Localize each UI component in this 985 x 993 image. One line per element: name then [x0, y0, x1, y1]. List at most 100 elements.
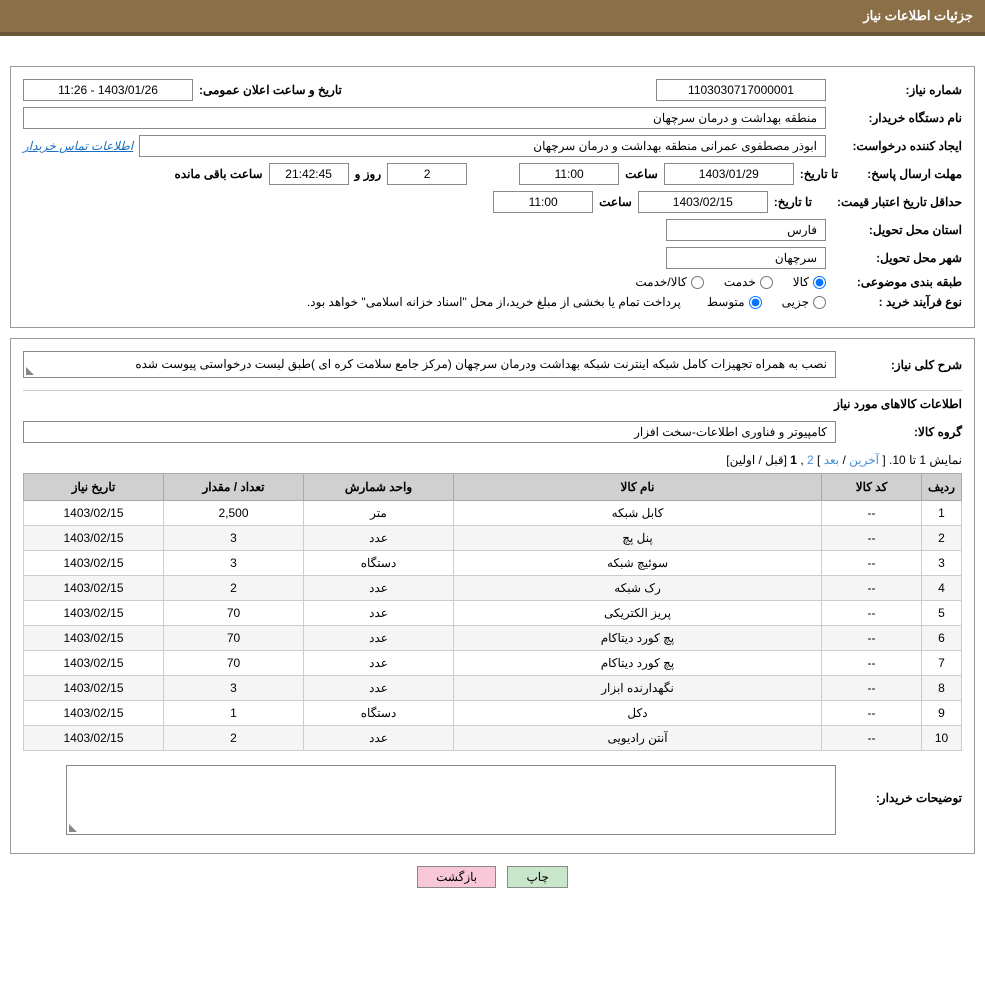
contact-link[interactable]: اطلاعات تماس خریدار [23, 139, 133, 153]
table-cell: 3 [164, 526, 304, 551]
table-cell: عدد [304, 526, 454, 551]
table-cell: -- [822, 576, 922, 601]
table-cell: 7 [922, 651, 962, 676]
th-code: کد کالا [822, 474, 922, 501]
items-table: ردیف کد کالا نام کالا واحد شمارش تعداد /… [23, 473, 962, 751]
cat-both-radio[interactable] [691, 276, 704, 289]
table-cell: 1403/02/15 [24, 651, 164, 676]
th-name: نام کالا [454, 474, 822, 501]
countdown: 21:42:45 [269, 163, 349, 185]
deadline-label: مهلت ارسال پاسخ: [844, 167, 962, 181]
table-cell: 1403/02/15 [24, 601, 164, 626]
table-row: 6--پچ کورد دیتاکامعدد701403/02/15 [24, 626, 962, 651]
pag-first: اولین [730, 453, 756, 467]
validity-time: 11:00 [493, 191, 593, 213]
pag-next[interactable]: بعد [824, 453, 839, 467]
group-value: کامپیوتر و فناوری اطلاعات-سخت افزار [23, 421, 836, 443]
proc-medium-radio[interactable] [749, 296, 762, 309]
table-cell: 1403/02/15 [24, 626, 164, 651]
to-date-label-2: تا تاریخ: [774, 195, 812, 209]
table-cell: عدد [304, 601, 454, 626]
table-cell: 1403/02/15 [24, 676, 164, 701]
to-date-label: تا تاریخ: [800, 167, 838, 181]
time-label-1: ساعت [625, 167, 658, 181]
need-no-label: شماره نیاز: [832, 83, 962, 97]
table-cell: عدد [304, 676, 454, 701]
table-cell: 2,500 [164, 501, 304, 526]
pag-last[interactable]: آخرین [849, 453, 879, 467]
pag-2[interactable]: 2 [807, 453, 814, 467]
table-cell: سوئیچ شبکه [454, 551, 822, 576]
creator-value: ابوذر مصطفوی عمرانی منطقه بهداشت و درمان… [139, 135, 826, 157]
th-rdf: ردیف [922, 474, 962, 501]
days-label: روز و [355, 167, 382, 181]
table-cell: -- [822, 726, 922, 751]
table-cell: 1403/02/15 [24, 726, 164, 751]
table-cell: -- [822, 501, 922, 526]
table-cell: 70 [164, 626, 304, 651]
table-cell: 5 [922, 601, 962, 626]
table-cell: -- [822, 676, 922, 701]
deadline-date: 1403/01/29 [664, 163, 794, 185]
table-cell: 1403/02/15 [24, 551, 164, 576]
main-info-panel: شماره نیاز: 1103030717000001 تاریخ و ساع… [10, 66, 975, 328]
pag-prev: قبل [765, 453, 783, 467]
table-row: 1--کابل شبکهمتر2,5001403/02/15 [24, 501, 962, 526]
city-value: سرچهان [666, 247, 826, 269]
table-header-row: ردیف کد کالا نام کالا واحد شمارش تعداد /… [24, 474, 962, 501]
proc-partial-radio[interactable] [813, 296, 826, 309]
cat-service-label: خدمت [724, 275, 756, 289]
back-button[interactable]: بازگشت [417, 866, 496, 888]
validity-date: 1403/02/15 [638, 191, 768, 213]
cat-service-radio[interactable] [760, 276, 773, 289]
table-cell: -- [822, 601, 922, 626]
table-cell: نگهدارنده ابزار [454, 676, 822, 701]
table-cell: 1 [922, 501, 962, 526]
table-row: 10--آنتن رادیوییعدد21403/02/15 [24, 726, 962, 751]
table-cell: پچ کورد دیتاکام [454, 651, 822, 676]
print-button[interactable]: چاپ [507, 866, 567, 888]
buyer-notes-textarea[interactable] [66, 765, 836, 835]
items-section-title: اطلاعات کالاهای مورد نیاز [834, 397, 962, 411]
province-label: استان محل تحویل: [832, 223, 962, 237]
cat-goods-radio[interactable] [813, 276, 826, 289]
table-cell: -- [822, 526, 922, 551]
table-row: 9--دکلدستگاه11403/02/15 [24, 701, 962, 726]
need-desc-label: شرح کلی نیاز: [842, 358, 962, 372]
table-cell: 2 [164, 726, 304, 751]
announce-value: 1403/01/26 - 11:26 [23, 79, 193, 101]
need-desc-value: نصب به همراه تجهیزات کامل شبکه اینترنت ش… [23, 351, 836, 378]
creator-label: ایجاد کننده درخواست: [832, 139, 962, 153]
table-cell: 9 [922, 701, 962, 726]
proc-partial-label: جزیی [782, 295, 809, 309]
page-header: جزئیات اطلاعات نیاز [0, 0, 985, 36]
table-cell: 3 [164, 551, 304, 576]
th-unit: واحد شمارش [304, 474, 454, 501]
items-panel: شرح کلی نیاز: نصب به همراه تجهیزات کامل … [10, 338, 975, 854]
province-value: فارس [666, 219, 826, 241]
table-cell: رک شبکه [454, 576, 822, 601]
pag-1: 1 [790, 453, 797, 467]
days-value: 2 [387, 163, 467, 185]
table-cell: 1403/02/15 [24, 576, 164, 601]
table-cell: -- [822, 701, 922, 726]
cat-goods-label: کالا [793, 275, 809, 289]
process-note: پرداخت تمام یا بخشی از مبلغ خرید،از محل … [307, 295, 681, 309]
table-cell: 3 [164, 676, 304, 701]
announce-label: تاریخ و ساعت اعلان عمومی: [199, 83, 342, 97]
pagination: نمایش 1 تا 10. [ آخرین / بعد ] 2 , 1 [قب… [23, 453, 962, 467]
buyer-notes-label: توضیحات خریدار: [842, 765, 962, 805]
city-label: شهر محل تحویل: [832, 251, 962, 265]
action-buttons: چاپ بازگشت [0, 866, 985, 888]
table-cell: 8 [922, 676, 962, 701]
process-radio-group: جزیی متوسط [707, 295, 826, 309]
table-cell: متر [304, 501, 454, 526]
page-title: جزئیات اطلاعات نیاز [863, 8, 973, 23]
table-cell: عدد [304, 626, 454, 651]
table-cell: 1403/02/15 [24, 526, 164, 551]
group-label: گروه کالا: [842, 425, 962, 439]
table-row: 8--نگهدارنده ابزارعدد31403/02/15 [24, 676, 962, 701]
th-date: تاریخ نیاز [24, 474, 164, 501]
table-cell: -- [822, 626, 922, 651]
table-cell: پریز الکتریکی [454, 601, 822, 626]
